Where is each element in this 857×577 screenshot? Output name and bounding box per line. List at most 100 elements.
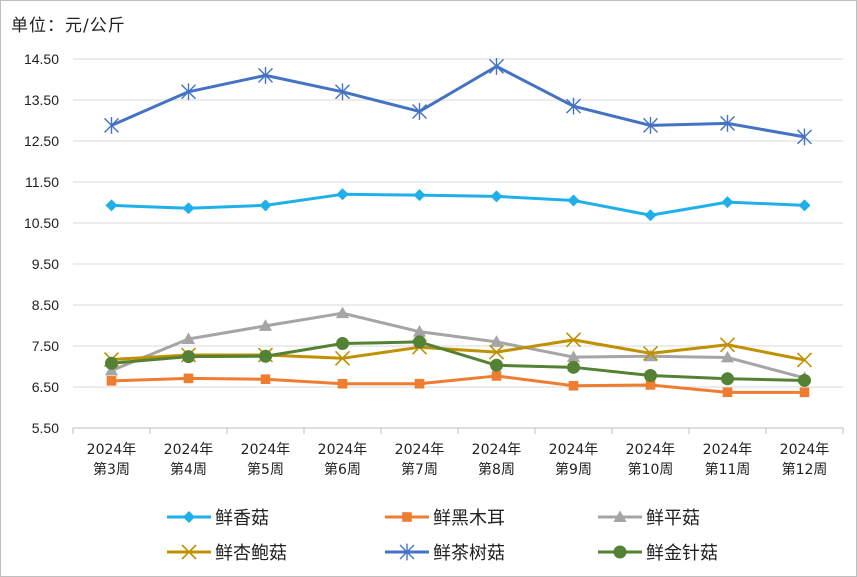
data-point — [259, 199, 272, 212]
y-tick-label: 5.50 — [32, 420, 59, 436]
data-point — [721, 372, 734, 386]
data-point — [567, 360, 580, 374]
data-point — [413, 189, 426, 202]
legend-label: 鲜黑木耳 — [433, 508, 505, 529]
series-line — [110, 311, 805, 380]
data-point — [798, 199, 811, 212]
legend-item: 鲜黑木耳 — [385, 508, 505, 529]
data-point — [644, 369, 657, 383]
data-point — [412, 325, 427, 337]
legend-label: 鲜香菇 — [215, 508, 269, 529]
data-point — [335, 83, 350, 101]
data-point — [796, 352, 813, 368]
data-point — [644, 209, 657, 222]
x-tick-label: 2024年第12周 — [780, 442, 830, 478]
data-point — [335, 306, 350, 319]
data-point — [799, 387, 810, 398]
x-tick-label: 2024年第10周 — [626, 442, 676, 478]
data-point — [568, 380, 579, 391]
data-point — [258, 67, 273, 84]
y-tick-label: 8.50 — [32, 297, 59, 313]
data-point — [489, 335, 504, 347]
data-point — [566, 97, 581, 115]
series-line — [111, 192, 805, 217]
data-point — [259, 349, 272, 363]
data-point — [490, 190, 503, 203]
unit-label: 单位：元/公斤 — [11, 16, 126, 36]
data-point — [334, 350, 351, 366]
legend-item: 鲜金针菇 — [598, 543, 718, 564]
data-point — [490, 358, 503, 372]
data-point — [642, 345, 659, 361]
data-point — [104, 117, 119, 134]
y-tick-label: 13.50 — [24, 92, 59, 108]
x-tick-label: 2024年第3周 — [87, 442, 137, 478]
x-tick-label: 2024年第7周 — [395, 442, 445, 478]
y-tick-label: 6.50 — [32, 379, 59, 395]
data-point — [567, 194, 580, 207]
data-point — [721, 196, 734, 209]
legend-marker — [181, 544, 197, 560]
data-point — [643, 349, 658, 362]
legend-label: 鲜茶树菇 — [433, 543, 505, 564]
data-point — [413, 335, 426, 349]
legend-marker — [613, 510, 627, 522]
data-point — [106, 376, 117, 386]
legend-marker — [399, 543, 415, 561]
data-point — [181, 83, 196, 101]
data-point — [491, 371, 502, 381]
series-2 — [106, 371, 810, 398]
legend-item: 鲜茶树菇 — [385, 543, 505, 564]
data-point — [412, 103, 427, 120]
data-point — [258, 319, 273, 331]
x-tick-label: 2024年第9周 — [549, 442, 599, 478]
data-point — [336, 337, 349, 351]
data-point — [105, 199, 118, 212]
data-point — [337, 378, 348, 389]
data-point — [182, 350, 195, 364]
x-tick-label: 2024年第8周 — [472, 442, 522, 478]
legend-marker — [613, 545, 627, 559]
data-point — [566, 350, 581, 363]
legend-label: 鲜金针菇 — [646, 543, 718, 564]
legend-marker — [402, 512, 412, 522]
series-line — [111, 340, 805, 382]
legend-item: 鲜杏鲍菇 — [167, 543, 287, 564]
data-point — [643, 117, 658, 134]
data-point — [260, 374, 271, 385]
series-3 — [104, 306, 812, 383]
data-point — [336, 188, 349, 201]
y-tick-label: 7.50 — [32, 338, 59, 354]
data-point — [489, 57, 504, 75]
data-point — [414, 378, 425, 389]
y-tick-label: 12.50 — [24, 133, 59, 149]
data-point — [720, 350, 735, 363]
data-point — [183, 373, 194, 384]
legend-item: 鲜香菇 — [167, 508, 269, 529]
data-point — [565, 332, 582, 348]
y-tick-label: 11.50 — [25, 174, 59, 190]
legend-marker — [183, 511, 195, 523]
data-point — [645, 380, 656, 390]
series-5 — [104, 57, 812, 146]
series-1 — [105, 188, 811, 222]
x-tick-label: 2024年第6周 — [318, 442, 368, 478]
legend-item: 鲜平菇 — [598, 508, 700, 529]
data-point — [722, 387, 733, 398]
series-6 — [105, 335, 811, 387]
data-point — [719, 337, 736, 353]
series-line — [110, 64, 805, 139]
series-line — [111, 374, 805, 394]
legend-label: 鲜杏鲍菇 — [215, 543, 287, 564]
y-tick-label: 9.50 — [32, 256, 59, 272]
data-point — [797, 128, 812, 146]
data-point — [181, 332, 196, 344]
data-point — [104, 364, 119, 376]
y-tick-label: 10.50 — [24, 215, 59, 231]
x-tick-label: 2024年第11周 — [703, 442, 753, 478]
data-point — [488, 344, 505, 360]
data-point — [105, 356, 118, 370]
x-tick-label: 2024年第5周 — [241, 442, 291, 478]
